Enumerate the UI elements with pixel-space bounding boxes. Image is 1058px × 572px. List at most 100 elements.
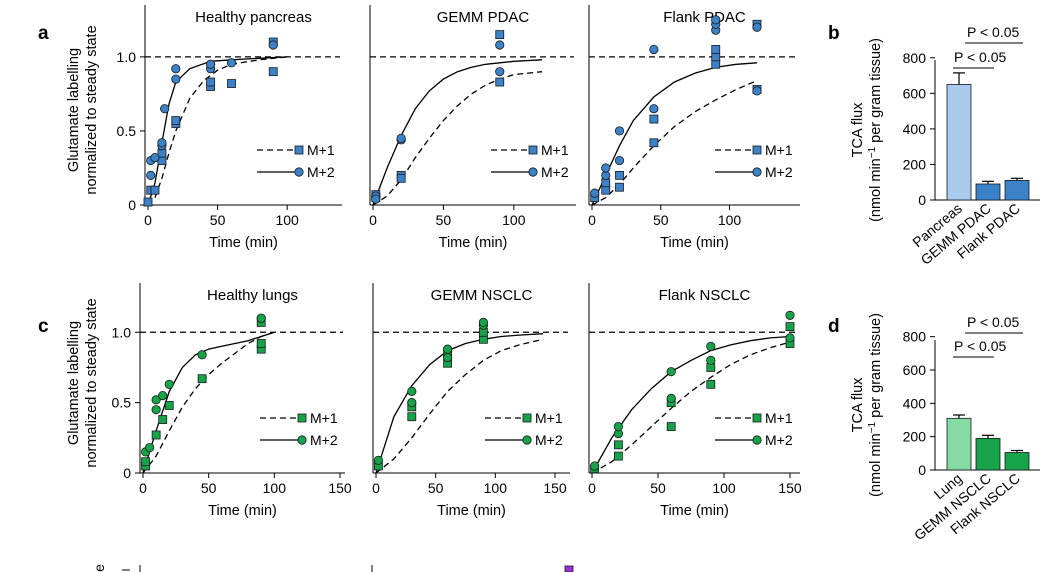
- legend-label-m2: M+2: [541, 164, 569, 180]
- y-axis-label-2: (nmol min−1 per gram tissue): [867, 38, 884, 222]
- chart-a2: GEMM PDAC 0 50 100 Time (min) M+1 M+2: [369, 5, 576, 251]
- data-point-m1: [615, 182, 624, 192]
- y-axis-label-1: Glutamate labelling: [66, 321, 82, 445]
- legend-label-m1: M+1: [765, 142, 793, 158]
- data-point-m1: [164, 401, 174, 410]
- x-tick-label: 50: [436, 212, 452, 228]
- data-point-m1: [407, 412, 417, 422]
- data-point-m2: [706, 355, 716, 366]
- legend-label-m2: M+2: [310, 432, 338, 448]
- chart-d: 0 200 400 600 800 TCA flux(nmol min−1 per gra…: [850, 313, 1040, 543]
- data-point-m2: [442, 344, 453, 354]
- y-axis-label-1: TCA flux: [850, 377, 866, 433]
- data-point-m2: [785, 310, 795, 320]
- legend-marker-m2: [528, 167, 538, 177]
- legend-label-m2: M+2: [535, 432, 563, 448]
- data-point-m1: [151, 430, 161, 440]
- data-point-m2: [151, 405, 161, 415]
- data-point-m1: [649, 138, 659, 148]
- y-tick-label: 1.0: [112, 324, 132, 340]
- data-point-m2: [373, 455, 383, 465]
- data-point-m1: [150, 185, 160, 195]
- data-point-m2: [160, 104, 170, 114]
- data-point-m2: [197, 350, 207, 360]
- curve-m2: [591, 335, 791, 474]
- bar-0: [946, 417, 972, 471]
- data-point-m2: [146, 170, 156, 180]
- data-point-m1: [601, 178, 611, 188]
- data-point-m1: [197, 374, 207, 384]
- curve-m2: [142, 331, 275, 474]
- chart-c2: GEMM NSCLC 0 50 100 150 Time (min) M+1 M+2: [372, 283, 570, 519]
- legend-label-m1: M+1: [307, 142, 335, 158]
- legend-marker-m1: [752, 413, 762, 423]
- y-tick-label: 800: [903, 50, 927, 66]
- x-axis-label: Time (min): [437, 503, 506, 519]
- x-tick-label: 0: [144, 212, 152, 228]
- data-point-m1: [706, 379, 716, 389]
- data-point-m2: [706, 341, 716, 351]
- x-tick-label: 50: [653, 212, 669, 228]
- curve-m1: [375, 338, 544, 474]
- data-point-m2: [371, 194, 381, 204]
- x-tick-label: 100: [263, 480, 287, 496]
- legend-label-m2: M+2: [765, 432, 793, 448]
- data-point-m1: [495, 30, 505, 40]
- data-point-m1: [615, 170, 624, 180]
- x-tick-label: 50: [201, 480, 217, 496]
- data-point-m2: [268, 40, 278, 50]
- legend-label-m1: M+1: [541, 142, 569, 158]
- data-point-m2: [407, 398, 417, 408]
- x-tick-label: 0: [372, 480, 380, 496]
- sig-label-1: P < 0.05: [954, 338, 1007, 354]
- y-tick-label: 0: [918, 192, 926, 208]
- y-axis-label-2: (nmol min−1 per gram tissue): [867, 313, 884, 497]
- y-tick-label: 400: [903, 395, 927, 411]
- y-tick-label: 0: [128, 197, 136, 213]
- bar-2: [1004, 180, 1030, 201]
- legend-label-m1: M+1: [535, 410, 563, 426]
- data-point-m1: [268, 67, 278, 77]
- cutoff-marker: [564, 565, 574, 572]
- chart-c1: Healthy lungs 0 50 100 150 Time (min) 0 0.5 1.0 G…: [66, 283, 352, 519]
- data-point-m2: [478, 317, 488, 328]
- data-point-m1: [711, 52, 721, 62]
- legend-marker-m2: [294, 167, 304, 177]
- data-point-m2: [666, 393, 676, 404]
- legend-label-m1: M+1: [765, 410, 793, 426]
- data-point-m1: [601, 185, 611, 195]
- y-tick-label: 1.0: [117, 49, 137, 65]
- data-point-m1: [614, 440, 623, 450]
- x-tick-label: 100: [502, 212, 526, 228]
- data-point-m1: [785, 322, 795, 332]
- legend-marker-m2: [522, 435, 532, 445]
- x-tick-label: 50: [428, 480, 444, 496]
- legend-marker-m2: [752, 167, 762, 177]
- curve-m1: [591, 341, 791, 474]
- data-point-m2: [158, 390, 168, 401]
- sig-label-2: P < 0.05: [967, 24, 1020, 40]
- x-axis-label: Time (min): [660, 503, 729, 519]
- legend-marker-m1: [752, 145, 762, 155]
- data-point-m2: [206, 59, 216, 69]
- data-point-m2: [785, 333, 795, 343]
- curve-m1: [147, 56, 288, 206]
- data-point-m2: [151, 395, 161, 405]
- data-point-m1: [171, 116, 181, 125]
- x-axis-label: Time (min): [660, 235, 729, 251]
- x-tick-label: 0: [369, 212, 377, 228]
- data-point-m2: [171, 74, 181, 84]
- chart-title: GEMM NSCLC: [431, 287, 533, 304]
- data-point-m2: [649, 44, 659, 55]
- x-axis-label: Time (min): [439, 235, 508, 251]
- x-tick-label: 150: [328, 480, 352, 496]
- x-tick-label: 0: [139, 480, 147, 496]
- data-point-m2: [150, 152, 160, 163]
- bar-2: [1004, 452, 1030, 471]
- data-point-m1: [614, 451, 623, 461]
- data-point-m2: [613, 421, 624, 432]
- data-point-m2: [649, 104, 659, 114]
- data-point-m2: [256, 313, 266, 323]
- data-point-m2: [164, 379, 174, 389]
- x-tick-label: 50: [650, 480, 666, 496]
